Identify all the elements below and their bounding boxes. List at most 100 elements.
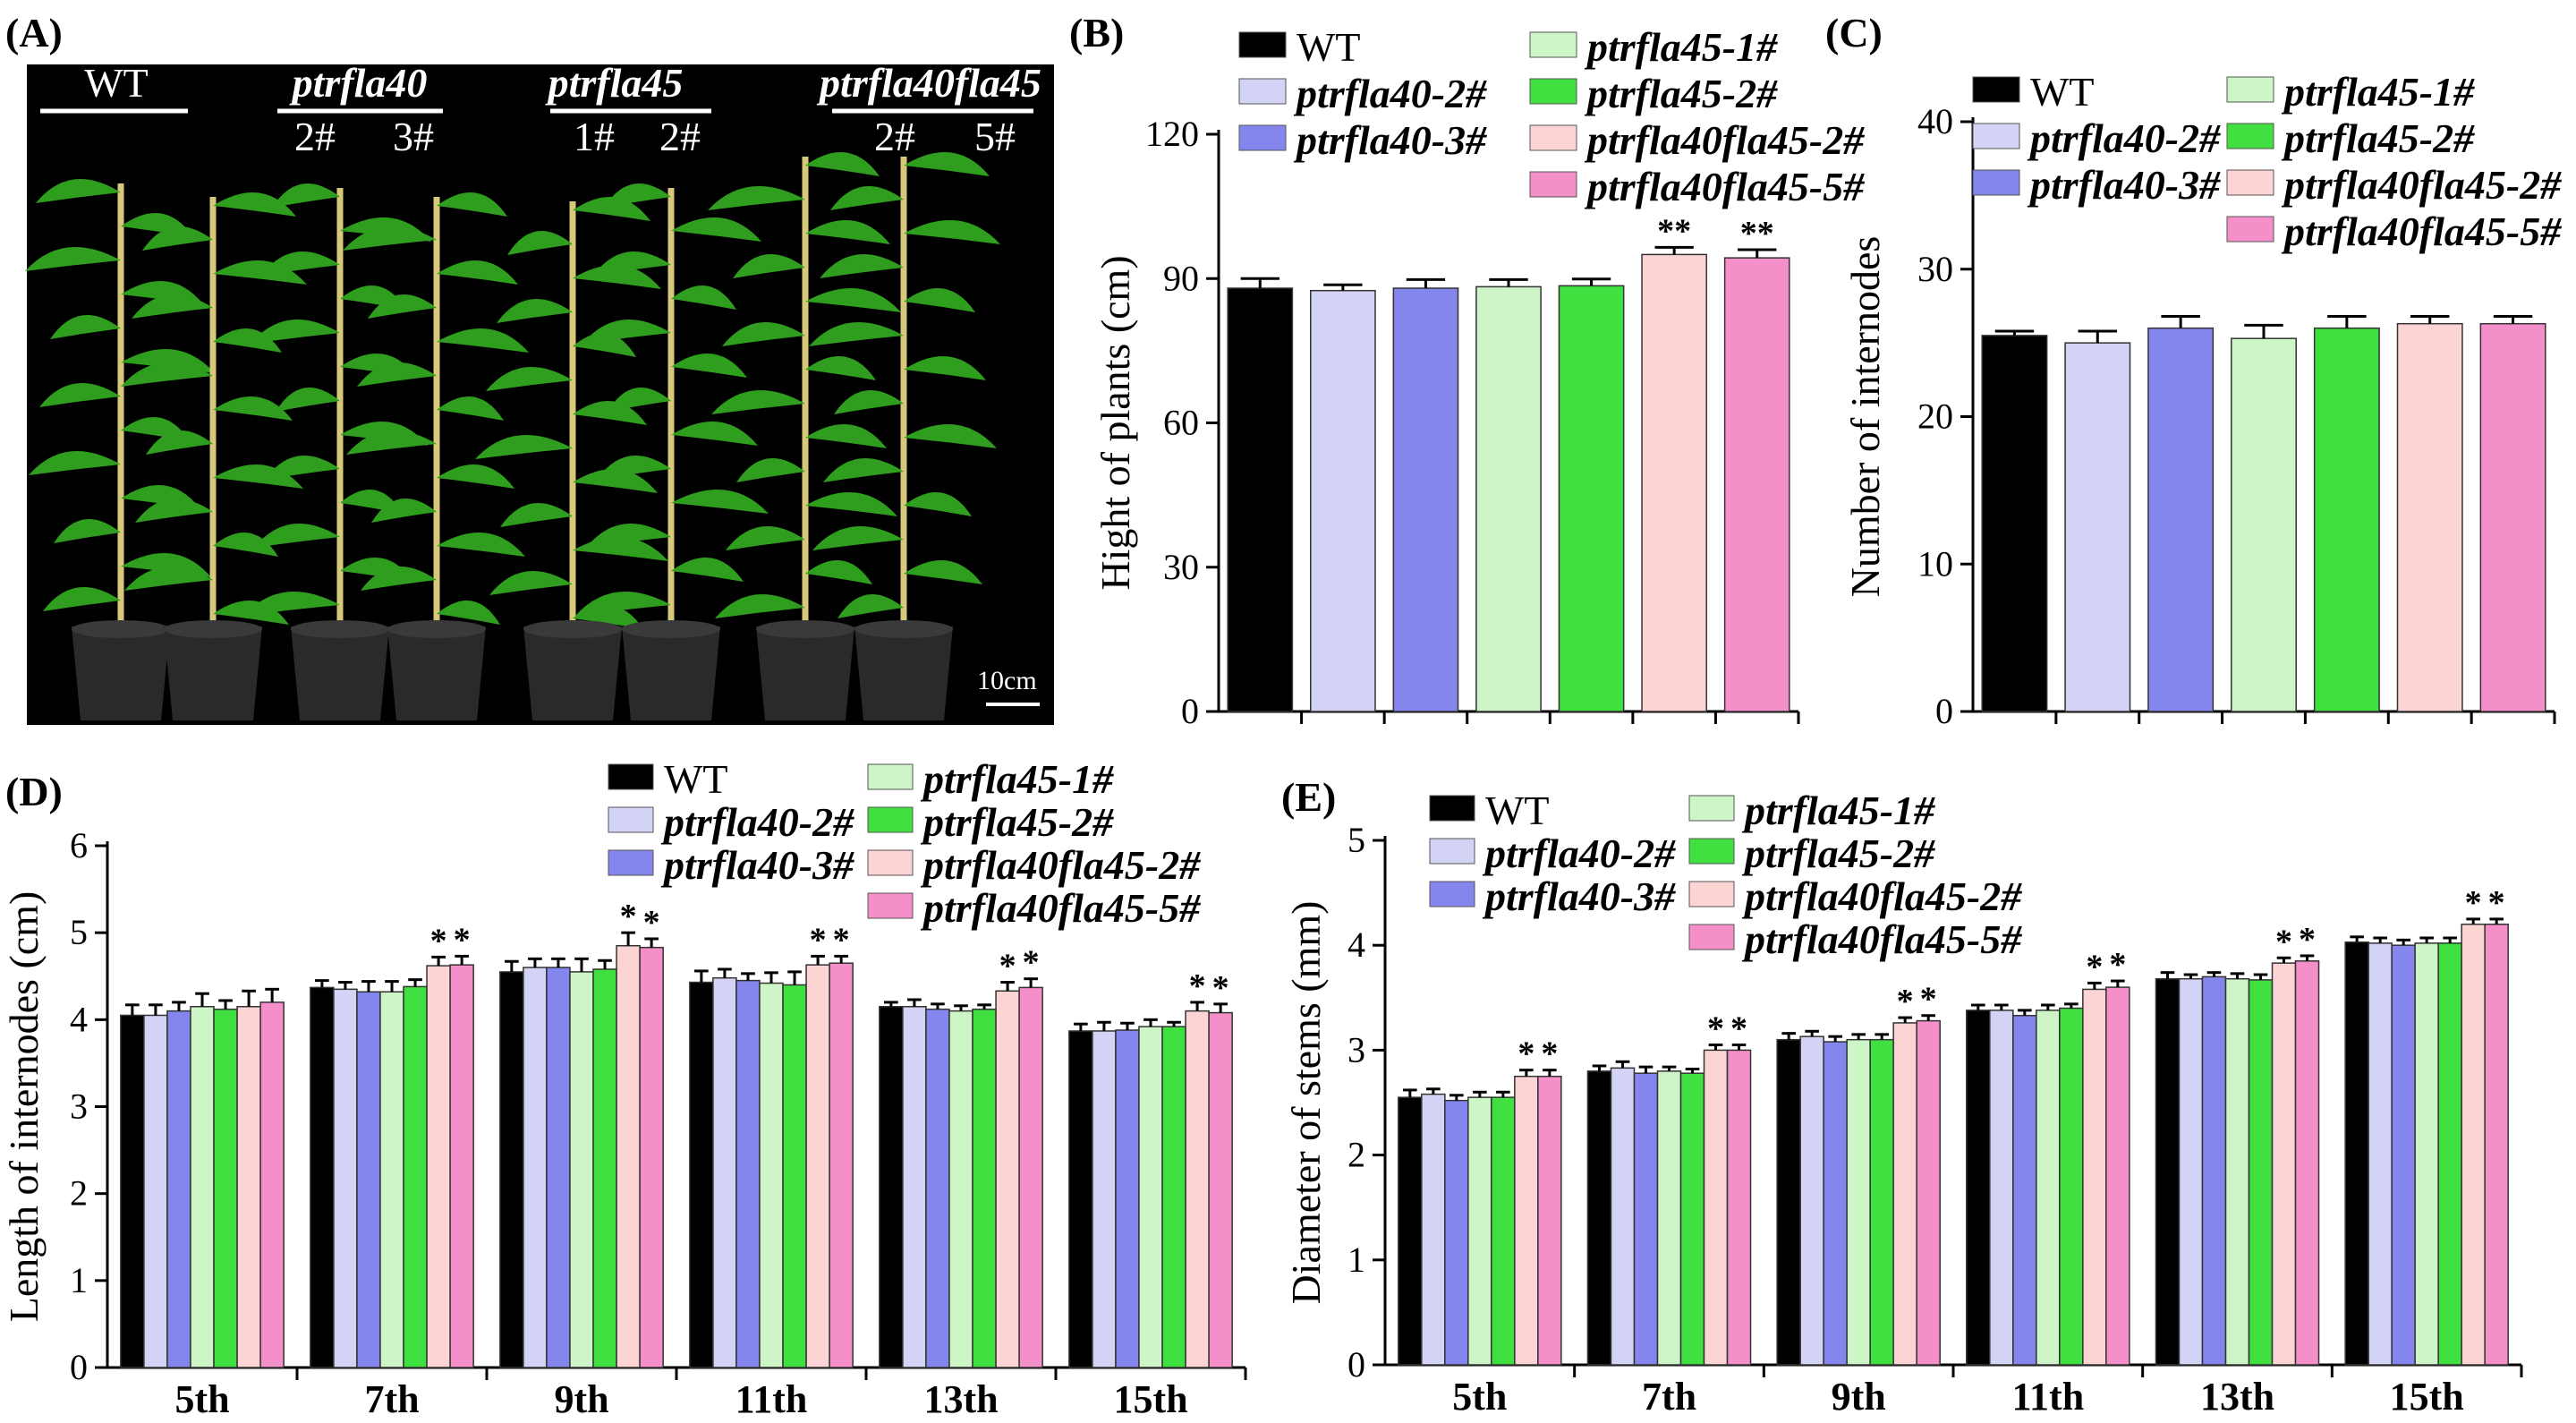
plant-leaf	[726, 526, 805, 550]
significance-mark: *	[2488, 884, 2505, 922]
significance-mark: *	[1023, 944, 1040, 982]
legend-label: ptrfla40fla45-2#	[1584, 117, 1865, 163]
bar	[1138, 1026, 1163, 1368]
plant-leaf	[132, 294, 213, 319]
legend-label: WT	[1485, 788, 1550, 833]
line-number-label: 2#	[294, 114, 336, 159]
bar	[1846, 1038, 1871, 1366]
genotype-label: ptrfla40fla45	[816, 60, 1041, 106]
plant-pot	[854, 626, 953, 720]
bar	[2064, 342, 2131, 712]
y-axis-label: Length of internodes (cm)	[1, 891, 47, 1323]
plant-leaf	[573, 469, 658, 493]
bar	[1656, 1070, 1682, 1366]
bar	[639, 946, 664, 1368]
plant-leaf	[213, 396, 293, 421]
plant-leaf	[904, 424, 997, 448]
bar	[1892, 1022, 1917, 1366]
pot-rim	[854, 620, 953, 638]
bar	[1068, 1030, 1093, 1368]
legend-swatch	[1238, 78, 1287, 105]
significance-mark: *	[2086, 948, 2103, 985]
bar	[2461, 924, 2486, 1366]
plant-leaf	[475, 435, 573, 459]
bar	[426, 965, 451, 1368]
plant-leaf	[805, 560, 872, 584]
bar	[689, 981, 714, 1368]
plant-leaf	[904, 492, 972, 516]
plant-leaf	[437, 396, 504, 421]
significance-mark: *	[1920, 981, 1937, 1018]
plant-leaf	[582, 320, 671, 344]
plant-pot	[291, 626, 389, 720]
pot-rim	[387, 620, 486, 638]
legend-swatch	[1529, 124, 1577, 151]
plant-leaf	[733, 254, 805, 278]
bar	[356, 991, 381, 1368]
y-tick-label: 2	[70, 1173, 88, 1214]
y-tick-label: 40	[1917, 101, 1953, 141]
legend-label: ptrfla40-2#	[1482, 831, 1676, 876]
legend-swatch	[867, 892, 914, 919]
x-tick-label: 9th	[554, 1377, 608, 1421]
legend-label: ptrfla40fla45-5#	[2281, 209, 2562, 254]
bar	[1475, 285, 1542, 712]
bar	[120, 1014, 145, 1368]
legend-swatch	[1688, 795, 1735, 822]
y-tick-label: 0	[1935, 691, 1953, 731]
plant-leaf	[371, 498, 437, 523]
panel-label-c: (C)	[1825, 10, 1883, 55]
bar	[2178, 977, 2204, 1366]
legend-swatch	[1972, 123, 2020, 149]
bar	[1310, 289, 1376, 712]
plant-leaf	[586, 524, 671, 548]
plant-leaf	[573, 197, 650, 221]
y-tick-label: 6	[70, 825, 88, 865]
bar	[2105, 986, 2130, 1366]
x-tick-label: 15th	[1113, 1377, 1187, 1421]
plant-leaf	[736, 458, 805, 482]
plant-leaf	[671, 217, 761, 242]
bar	[2082, 988, 2107, 1366]
bar	[925, 1008, 950, 1368]
significance-mark: *	[1730, 1010, 1747, 1048]
y-tick-label: 120	[1145, 114, 1199, 154]
line-number-label: 2#	[874, 114, 915, 159]
plant-leaf	[500, 503, 573, 527]
legend-swatch	[1238, 31, 1287, 58]
bar	[1679, 1072, 1705, 1366]
plant-leaf	[722, 322, 805, 346]
x-tick-label: 13th	[2200, 1375, 2274, 1419]
bar	[2147, 327, 2215, 712]
plant-pot	[756, 626, 854, 720]
plant-leaf	[124, 567, 213, 591]
y-axis-label: Hight of plants (cm)	[1092, 255, 1138, 590]
significance-mark: *	[2299, 921, 2316, 959]
y-tick-label: 0	[1348, 1344, 1365, 1385]
legend-label: ptrfla40fla45-2#	[1741, 873, 2022, 919]
bar	[1799, 1035, 1824, 1366]
bar	[2012, 1014, 2037, 1366]
pot-rim	[622, 620, 720, 638]
bar	[2368, 942, 2393, 1366]
bar	[2414, 942, 2439, 1366]
bar	[1018, 986, 1043, 1368]
plant-leaf	[671, 558, 744, 582]
bar	[310, 986, 335, 1368]
plant-leaf	[497, 299, 573, 323]
legend-label: ptrfla40-3#	[1293, 117, 1487, 163]
bar	[1208, 1011, 1233, 1368]
pot-rim	[291, 620, 389, 638]
x-tick-label: 11th	[2011, 1375, 2084, 1419]
panel-label-d: (D)	[5, 769, 63, 814]
legend-swatch	[1688, 924, 1735, 950]
plant-leaf	[809, 322, 904, 346]
photo-genotype-labels: WT ptrfla40 2# 3# ptrfla45 1# 2# ptrfla40fla45 2…	[40, 60, 1041, 159]
plant-pot	[523, 626, 622, 720]
panel-label-a: (A)	[5, 10, 63, 55]
legend-swatch	[1429, 795, 1475, 822]
significance-mark: *	[430, 922, 447, 959]
bar	[333, 988, 358, 1368]
plant-leaf	[573, 265, 661, 289]
